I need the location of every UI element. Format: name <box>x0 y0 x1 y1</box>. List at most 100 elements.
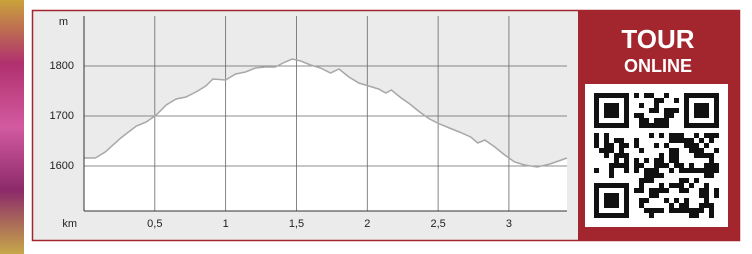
x-tick-label: 1 <box>223 218 229 230</box>
qr-module <box>669 203 674 208</box>
qr-module <box>714 168 719 173</box>
qr-module <box>704 163 709 168</box>
qr-module <box>684 198 689 203</box>
qr-module <box>704 103 709 108</box>
qr-module <box>634 138 639 143</box>
qr-module <box>699 138 704 143</box>
qr-module <box>634 113 639 118</box>
qr-module <box>704 93 709 98</box>
qr-module <box>594 98 599 103</box>
qr-module <box>694 213 699 218</box>
qr-module <box>594 203 599 208</box>
qr-module <box>714 163 719 168</box>
qr-module <box>614 103 619 108</box>
qr-module <box>704 183 709 188</box>
qr-module <box>664 118 669 123</box>
qr-module <box>609 168 614 173</box>
qr-module <box>689 183 694 188</box>
qr-module <box>604 193 609 198</box>
qr-module <box>614 153 619 158</box>
qr-module <box>609 103 614 108</box>
qr-module <box>664 188 669 193</box>
qr-module <box>684 168 689 173</box>
qr-module <box>644 178 649 183</box>
qr-module <box>669 208 674 213</box>
qr-module <box>694 208 699 213</box>
qr-module <box>599 123 604 128</box>
qr-module <box>654 103 659 108</box>
qr-module <box>699 148 704 153</box>
qr-module <box>664 163 669 168</box>
qr-module <box>669 113 674 118</box>
qr-module <box>634 188 639 193</box>
qr-module <box>609 113 614 118</box>
qr-module <box>609 193 614 198</box>
qr-module <box>604 153 609 158</box>
qr-module <box>604 203 609 208</box>
qr-module <box>634 163 639 168</box>
qr-module <box>709 138 714 143</box>
qr-module <box>609 198 614 203</box>
qr-module <box>679 203 684 208</box>
qr-module <box>669 183 674 188</box>
qr-module <box>654 158 659 163</box>
x-tick-label: 2,5 <box>430 218 445 230</box>
qr-module <box>699 93 704 98</box>
qr-module <box>614 108 619 113</box>
qr-module <box>644 168 649 173</box>
qr-module <box>609 173 614 178</box>
qr-module <box>604 123 609 128</box>
qr-module <box>714 123 719 128</box>
page: TOUR ONLINE 1600170018000,511,522,53 m k… <box>0 0 752 254</box>
qr-module <box>689 148 694 153</box>
qr-module <box>669 108 674 113</box>
qr-module <box>709 213 714 218</box>
qr-module <box>644 208 649 213</box>
qr-module <box>684 123 689 128</box>
qr-module <box>594 208 599 213</box>
qr-module <box>674 98 679 103</box>
qr-module <box>599 93 604 98</box>
qr-module <box>704 198 709 203</box>
qr-module <box>674 208 679 213</box>
qr-module <box>614 203 619 208</box>
qr-module <box>674 158 679 163</box>
qr-module <box>614 183 619 188</box>
qr-module <box>594 133 599 138</box>
qr-module <box>679 133 684 138</box>
qr-module <box>694 133 699 138</box>
qr-module <box>624 213 629 218</box>
qr-module <box>684 138 689 143</box>
qr-module <box>669 158 674 163</box>
qr-subtitle: ONLINE <box>624 56 692 76</box>
qr-module <box>704 188 709 193</box>
qr-module <box>649 168 654 173</box>
qr-module <box>594 213 599 218</box>
qr-module <box>614 198 619 203</box>
qr-module <box>639 183 644 188</box>
qr-module <box>634 168 639 173</box>
qr-module <box>604 198 609 203</box>
qr-module <box>619 143 624 148</box>
qr-module <box>694 103 699 108</box>
qr-module <box>594 198 599 203</box>
qr-module <box>674 163 679 168</box>
qr-module <box>684 103 689 108</box>
qr-module <box>604 103 609 108</box>
qr-module <box>594 143 599 148</box>
qr-module <box>659 153 664 158</box>
qr-module <box>639 113 644 118</box>
qr-module <box>659 98 664 103</box>
qr-module <box>674 133 679 138</box>
qr-module <box>654 193 659 198</box>
qr-module <box>699 208 704 213</box>
qr-module <box>634 143 639 148</box>
qr-module <box>649 108 654 113</box>
qr-module <box>664 93 669 98</box>
qr-module <box>654 188 659 193</box>
qr-module <box>639 118 644 123</box>
qr-module <box>689 163 694 168</box>
qr-module <box>704 143 709 148</box>
x-axis-label: km <box>62 218 77 230</box>
qr-module <box>659 173 664 178</box>
